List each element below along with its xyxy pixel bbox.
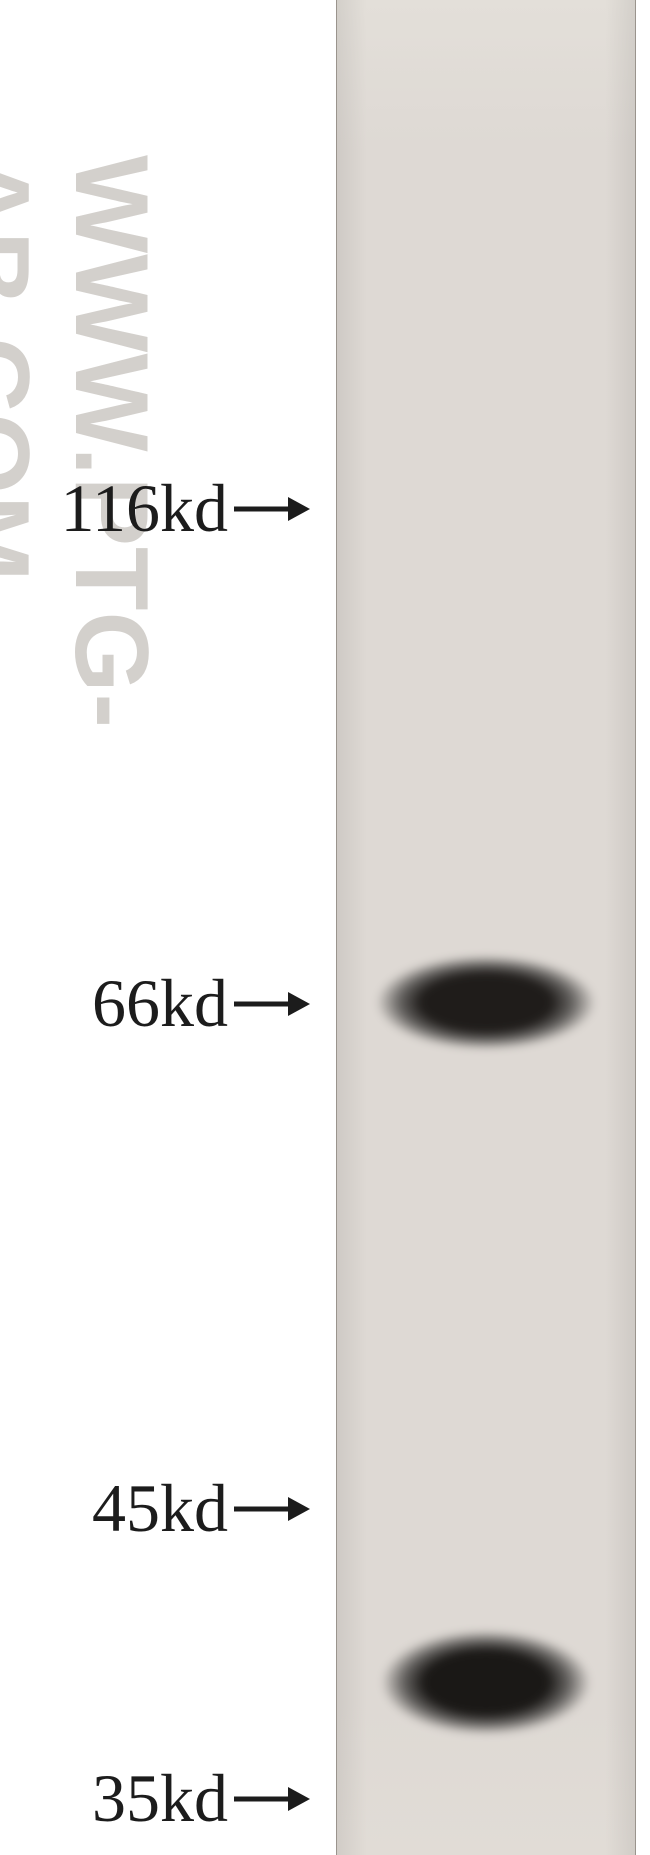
mw-marker-116kd: 116kd — [0, 468, 310, 550]
arrow-right-icon — [234, 1496, 310, 1522]
blot-figure: WWW.PTG-AB.COM 116kd 66kd 45kd 35kd — [0, 0, 650, 1855]
gel-lane — [336, 0, 636, 1855]
mw-label: 116kd — [61, 469, 228, 548]
lane-background — [337, 0, 635, 1855]
mw-label: 45kd — [92, 1469, 228, 1548]
mw-label: 35kd — [92, 1759, 228, 1838]
mw-marker-45kd: 45kd — [0, 1468, 310, 1550]
watermark-text: WWW.PTG-AB.COM — [0, 155, 170, 729]
mw-label: 66kd — [92, 964, 228, 1043]
arrow-right-icon — [234, 496, 310, 522]
mw-marker-66kd: 66kd — [0, 963, 310, 1045]
arrow-right-icon — [234, 1786, 310, 1812]
band-1 — [376, 955, 596, 1050]
arrow-right-icon — [234, 991, 310, 1017]
band-2 — [381, 1630, 591, 1735]
mw-marker-35kd: 35kd — [0, 1758, 310, 1840]
